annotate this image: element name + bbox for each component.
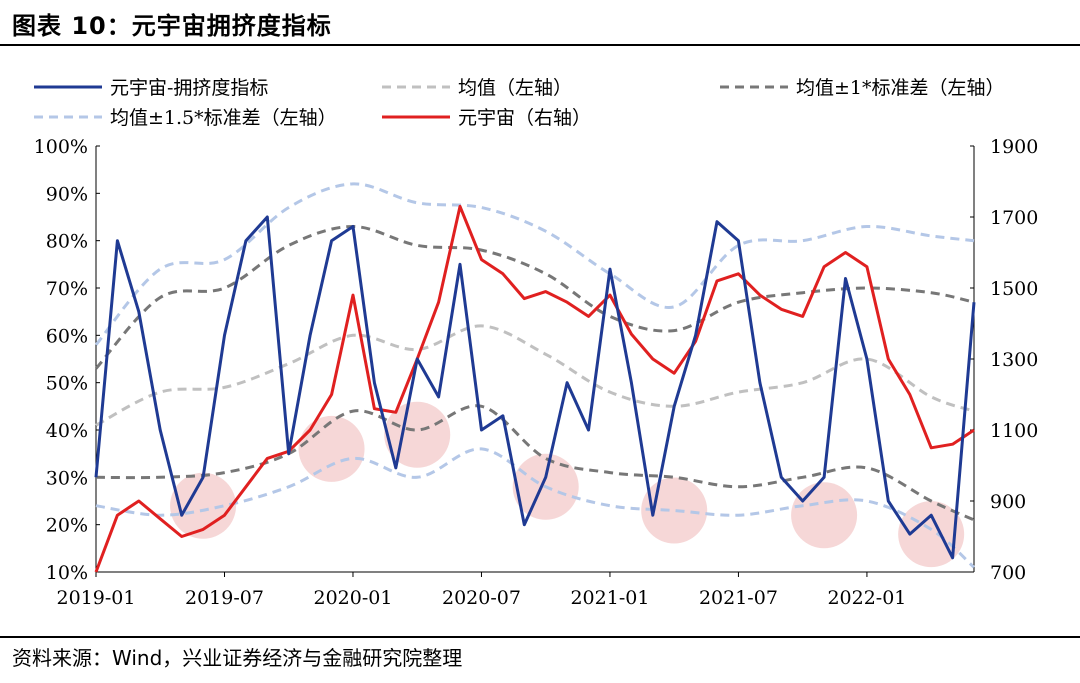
y-left-tick-label: 60% — [46, 325, 88, 347]
page-title: 图表 10：元宇宙拥挤度指标 — [12, 12, 332, 40]
legend-label-0: 元宇宙-拥挤度指标 — [110, 77, 268, 99]
y-right-tick-label: 700 — [990, 562, 1026, 584]
legend-label-3: 均值±1.5*标准差（左轴） — [110, 107, 337, 129]
series-layer — [94, 182, 976, 573]
x-tick-label: 2019-01 — [57, 587, 136, 609]
y-left-tick-label: 10% — [46, 562, 88, 584]
y-right-tick-label: 900 — [990, 491, 1026, 513]
highlight-circle-2 — [384, 401, 451, 468]
y-right-tick-label: 1300 — [990, 349, 1038, 371]
source-note: 资料来源：Wind，兴业证券经济与金融研究院整理 — [12, 646, 463, 670]
chart: 10% 20% 30% 40% 50% 60% 70% 80% 90% 100% 700 900 110… — [34, 77, 1039, 609]
series-line-1 — [95, 324, 975, 427]
x-tick-label: 2021-07 — [699, 587, 778, 609]
highlight-circle-5 — [791, 482, 858, 549]
legend: 元宇宙-拥挤度指标 均值（左轴） 均值±1*标准差（左轴） 均值±1.5*标准差（左轴… — [34, 77, 1005, 129]
legend-label-1: 均值（左轴） — [458, 77, 572, 99]
y-left-tick-label: 100% — [34, 136, 88, 158]
x-tick-label: 2022-01 — [827, 587, 906, 609]
y-left-tick-label: 90% — [46, 183, 88, 205]
y-right-tick-label: 1500 — [990, 278, 1038, 300]
highlight-circle-1 — [298, 415, 365, 482]
highlight-circle-0 — [170, 472, 237, 539]
y-left-tick-label: 70% — [46, 278, 88, 300]
legend-label-2: 均值±1*标准差（左轴） — [796, 77, 1005, 99]
tick-labels: 10% 20% 30% 40% 50% 60% 70% 80% 90% 100% 700 900 110… — [34, 136, 1039, 609]
y-right-tick-label: 1900 — [990, 136, 1038, 158]
y-left-tick-label: 30% — [46, 467, 88, 489]
axes — [95, 145, 975, 577]
y-left-tick-label: 20% — [46, 515, 88, 537]
series-line-3 — [94, 182, 975, 346]
legend-label-4: 元宇宙（右轴） — [458, 107, 591, 129]
x-tick-label: 2021-01 — [570, 587, 649, 609]
highlight-layer — [170, 401, 965, 568]
series-line-0 — [94, 215, 976, 560]
x-tick-label: 2019-07 — [185, 587, 264, 609]
y-left-tick-label: 50% — [46, 373, 88, 395]
series-line-4 — [94, 204, 975, 573]
top-rule — [0, 44, 1080, 46]
x-tick-label: 2020-07 — [442, 587, 521, 609]
y-left-tick-label: 80% — [46, 231, 88, 253]
y-right-tick-label: 1700 — [990, 207, 1038, 229]
y-right-tick-label: 1100 — [990, 420, 1038, 442]
y-left-tick-label: 40% — [46, 420, 88, 442]
series-line-3-lower — [95, 447, 976, 569]
x-tick-label: 2020-01 — [313, 587, 392, 609]
bottom-rule — [0, 636, 1080, 638]
